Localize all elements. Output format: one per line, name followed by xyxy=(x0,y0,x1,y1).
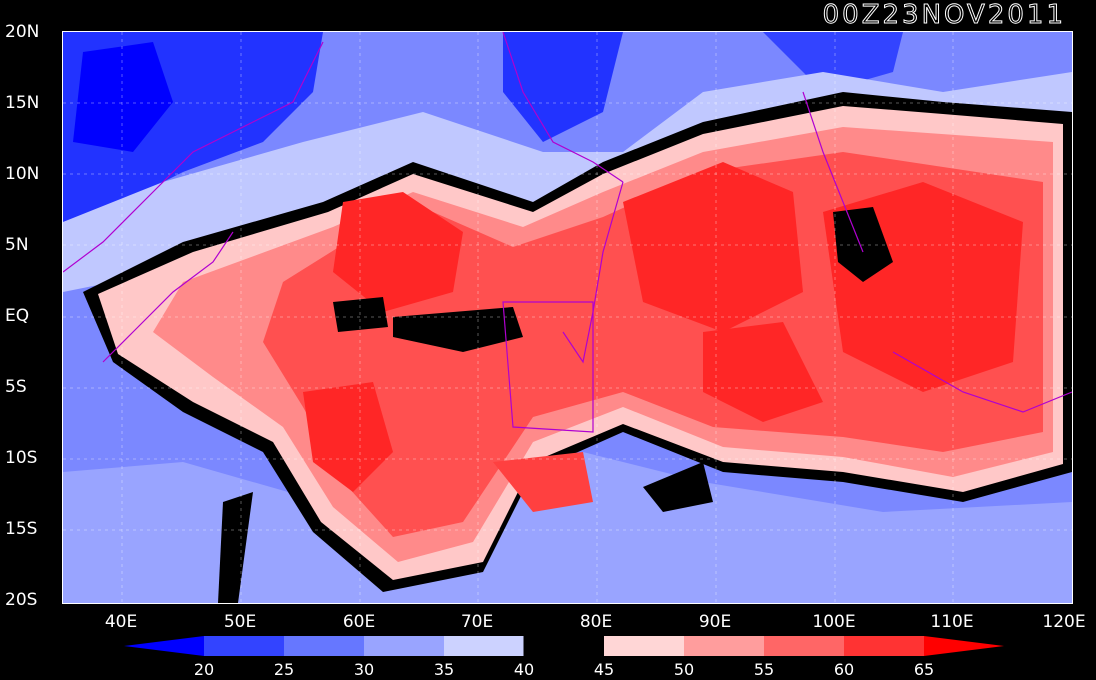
lat-label-20n: 20N xyxy=(5,22,40,42)
lon-label-50e: 50E xyxy=(223,612,257,632)
colorbar-seg-10 xyxy=(924,636,1004,656)
lat-label-15n: 15N xyxy=(5,93,40,113)
lat-label-5n: 5N xyxy=(5,235,29,255)
light-band-south xyxy=(63,452,1072,603)
region-south-core xyxy=(493,452,593,512)
low-region-ne xyxy=(763,32,903,92)
lat-label-eq: EQ xyxy=(5,306,30,326)
contour-map xyxy=(62,31,1073,604)
colorbar-seg-1 xyxy=(204,636,284,656)
lowest-region-nw xyxy=(73,42,173,152)
colorbar-seg-7 xyxy=(684,636,764,656)
lat-label-15s: 15S xyxy=(5,519,38,539)
lon-label-100e: 100E xyxy=(812,612,856,632)
colorbar-seg-4 xyxy=(444,636,524,656)
contour-field xyxy=(63,32,1072,603)
colorbar-seg-9 xyxy=(844,636,924,656)
coastlines xyxy=(63,32,1072,433)
lat-label-10s: 10S xyxy=(5,448,38,468)
lat-label-20s: 20S xyxy=(5,590,38,610)
core-red-1 xyxy=(333,192,463,312)
grid-lines xyxy=(63,32,1072,603)
map-title: 00Z23NOV2011 xyxy=(822,0,1066,31)
colorbar-label-55: 55 xyxy=(753,660,775,679)
colorbar-seg-2 xyxy=(284,636,364,656)
colorbar-seg-8 xyxy=(764,636,844,656)
lat-label-5s: 5S xyxy=(5,377,27,397)
black-blob-4 xyxy=(643,462,713,512)
core-red-5 xyxy=(703,322,823,422)
low-region-n xyxy=(503,32,623,142)
colorbar-seg-0 xyxy=(124,636,204,656)
colorbar-seg-5 xyxy=(523,636,605,656)
lon-label-80e: 80E xyxy=(579,612,613,632)
black-blob-1 xyxy=(333,297,388,332)
core-red-4 xyxy=(303,382,393,492)
lon-label-60e: 60E xyxy=(342,612,376,632)
colorbar-label-30: 30 xyxy=(353,660,375,679)
colorbar-label-40: 40 xyxy=(513,660,535,679)
colorbar xyxy=(124,636,1004,656)
colorbar-seg-6 xyxy=(604,636,684,656)
lon-label-90e: 90E xyxy=(698,612,732,632)
lon-label-120e: 120E xyxy=(1042,612,1086,632)
colorbar-label-35: 35 xyxy=(433,660,455,679)
black-blob-2 xyxy=(393,307,523,352)
lat-label-10n: 10N xyxy=(5,164,40,184)
core-red-2 xyxy=(623,162,803,332)
colorbar-label-45: 45 xyxy=(593,660,615,679)
black-blob-5 xyxy=(218,492,253,603)
colorbar-label-60: 60 xyxy=(833,660,855,679)
lon-label-70e: 70E xyxy=(460,612,494,632)
colorbar-label-20: 20 xyxy=(193,660,215,679)
lon-label-110e: 110E xyxy=(930,612,974,632)
colorbar-label-65: 65 xyxy=(913,660,935,679)
black-blob-3 xyxy=(833,207,893,282)
colorbar-label-25: 25 xyxy=(273,660,295,679)
colorbar-seg-3 xyxy=(364,636,444,656)
colorbar-label-50: 50 xyxy=(673,660,695,679)
lon-label-40e: 40E xyxy=(104,612,138,632)
